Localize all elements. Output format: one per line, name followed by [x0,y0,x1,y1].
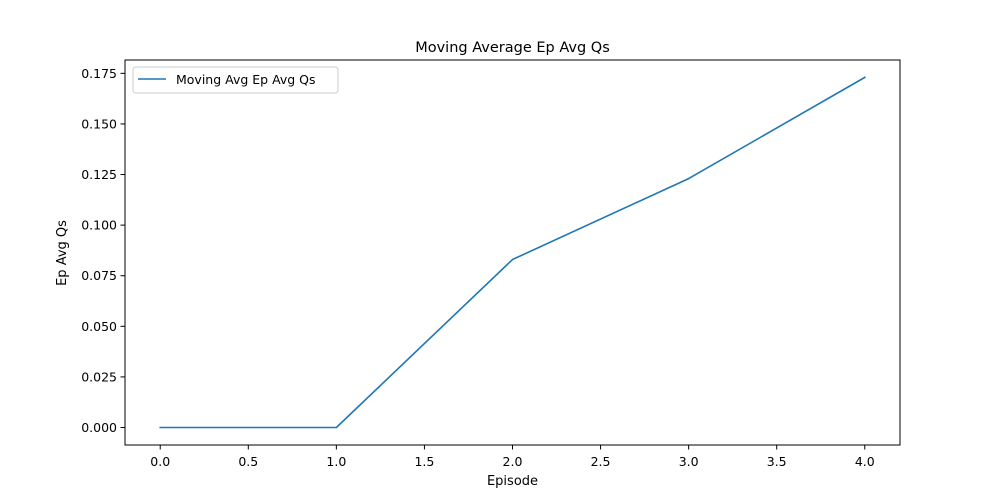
y-tick-label: 0.150 [81,116,117,131]
x-tick-label: 2.0 [503,454,523,469]
legend-label: Moving Avg Ep Avg Qs [176,72,316,87]
y-tick-label: 0.050 [81,319,117,334]
x-tick-label: 0.0 [150,454,170,469]
x-axis-label: Episode [487,474,538,489]
y-axis-label: Ep Avg Qs [55,220,70,286]
x-tick-label: 0.5 [238,454,258,469]
x-tick-label: 4.0 [855,454,875,469]
y-tick-label: 0.125 [81,167,117,182]
x-tick-label: 1.0 [326,454,346,469]
plot-layer: 0.0 0.5 1.0 1.5 2.0 2.5 3.0 3.5 4.0 0.000 0.025 0.0… [81,59,901,469]
chart-title: Moving Average Ep Avg Qs [415,40,610,56]
legend-box [132,66,339,94]
y-tick-label: 0.075 [81,268,117,283]
y-tick-label: 0.100 [81,218,117,233]
y-tick-label: 0.025 [81,369,117,384]
y-tick-label: 0.000 [81,420,117,435]
x-tick-label: 2.5 [591,454,611,469]
x-tick-label: 3.0 [679,454,699,469]
plot-frame [124,59,901,446]
x-tick-label: 1.5 [414,454,434,469]
y-tick-label: 0.175 [81,66,117,81]
x-tick-label: 3.5 [767,454,787,469]
